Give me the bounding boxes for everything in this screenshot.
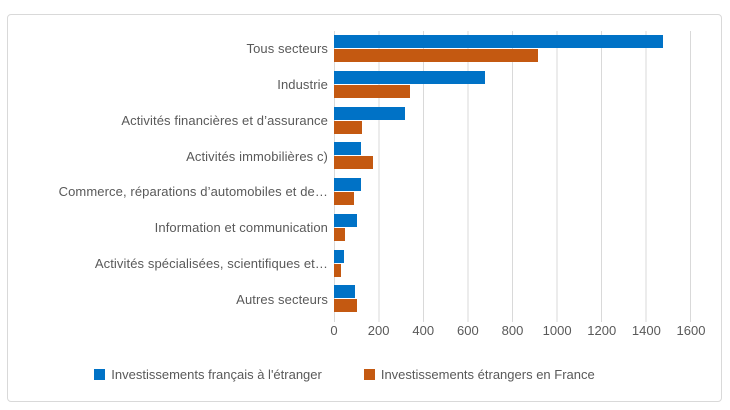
x-axis-tick-label: 200 (367, 323, 390, 338)
bar-series-0 (334, 213, 358, 227)
bar-series-1 (334, 49, 538, 62)
category-label: Activités spécialisées, scientifiques et… (94, 255, 328, 271)
bar-series-0 (334, 249, 344, 263)
bar-series-0 (334, 178, 361, 191)
x-axis-tick-label: 1600 (676, 323, 706, 338)
bar-series-1 (334, 192, 355, 205)
bar-series-1 (334, 227, 346, 241)
x-axis-tick-label: 400 (412, 323, 435, 338)
category-label: Activités immobilières c) (186, 148, 328, 164)
x-axis-tick-label: 600 (457, 323, 479, 338)
bar-series-1 (334, 156, 373, 170)
bar-row (334, 281, 690, 317)
category-label: Industrie (277, 77, 328, 93)
bar-series-0 (334, 142, 361, 156)
plot-area (334, 31, 691, 317)
bar-series-0 (334, 285, 356, 299)
bar-row (334, 67, 690, 103)
bar-row (334, 246, 690, 282)
x-axis-tick-label: 1200 (587, 323, 617, 338)
legend: Investissements français à l'étranger Inv… (8, 367, 721, 382)
category-label: Commerce, réparations d’automobiles et d… (58, 184, 328, 200)
x-axis-tick-label: 1400 (631, 323, 661, 338)
bar-series-0 (334, 35, 664, 48)
x-axis-tick-label: 800 (501, 323, 524, 338)
legend-item: Investissements français à l'étranger (94, 367, 322, 382)
bar-series-1 (334, 263, 341, 277)
legend-swatch-icon (94, 369, 106, 380)
legend-swatch-icon (363, 369, 375, 380)
bar-series-0 (334, 106, 406, 120)
bar-row (334, 174, 690, 210)
bar-series-1 (334, 120, 362, 134)
category-label: Information et communication (154, 220, 328, 236)
category-label: Tous secteurs (246, 41, 328, 57)
legend-label: Investissements étrangers en France (380, 367, 595, 382)
chart-frame: Tous secteurs Industrie Activités financiè… (7, 14, 722, 402)
x-axis-tick-label: 0 (330, 323, 338, 338)
category-label: Activités financières et d’assurance (121, 112, 328, 128)
bar-series-0 (334, 70, 486, 84)
legend-label: Investissements français à l'étranger (111, 367, 322, 382)
x-axis-tick-label: 1000 (542, 323, 572, 338)
category-label: Autres secteurs (236, 291, 328, 307)
bar-row (334, 210, 690, 246)
bar-row (334, 138, 690, 174)
bar-row (334, 103, 690, 139)
bar-series-1 (334, 84, 410, 98)
category-labels: Tous secteurs Industrie Activités financiè… (8, 31, 328, 317)
bar-row (334, 31, 690, 67)
x-axis-labels: 0 200 400 600 800 1000 1200 1400 1600 (330, 323, 705, 341)
x-axis-tick-marks (334, 317, 691, 322)
legend-item: Investissements étrangers en France (363, 367, 595, 382)
bar-series-1 (334, 299, 358, 313)
